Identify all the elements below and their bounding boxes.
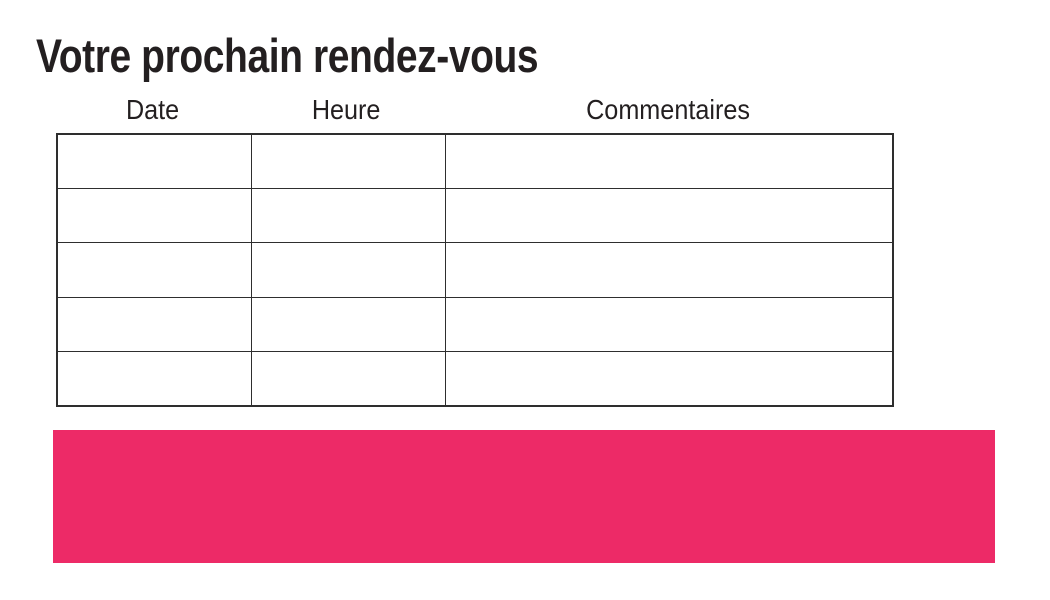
table-cell <box>58 243 251 296</box>
table-cell <box>251 297 445 351</box>
table-cell <box>445 135 892 189</box>
table-row <box>58 350 892 406</box>
table-cell <box>58 352 251 405</box>
column-header-label: Commentaires <box>586 94 751 125</box>
table-cell <box>251 351 445 406</box>
table-cell <box>58 135 251 188</box>
table-cell <box>251 189 445 243</box>
column-header-heure: Heure <box>249 92 443 128</box>
table-cell <box>445 297 892 351</box>
table-cell <box>445 243 892 297</box>
page-title: Votre prochain rendez-vous <box>36 29 539 82</box>
table-cell <box>58 189 251 242</box>
table-cell <box>251 243 445 297</box>
table-row <box>58 296 892 351</box>
column-header-label: Heure <box>311 94 381 125</box>
table-row <box>58 135 892 189</box>
table-cell <box>58 298 251 351</box>
column-header-commentaires: Commentaires <box>443 92 894 128</box>
table-cell <box>445 351 892 406</box>
pink-banner <box>53 430 995 563</box>
table-row <box>58 242 892 297</box>
column-header-date: Date <box>56 92 249 128</box>
table-cell <box>445 189 892 243</box>
table-header-row: Date Heure Commentaires <box>56 92 894 128</box>
table-cell <box>251 135 445 189</box>
appointments-table <box>56 133 894 407</box>
table-row <box>58 188 892 243</box>
column-header-label: Date <box>125 94 180 125</box>
